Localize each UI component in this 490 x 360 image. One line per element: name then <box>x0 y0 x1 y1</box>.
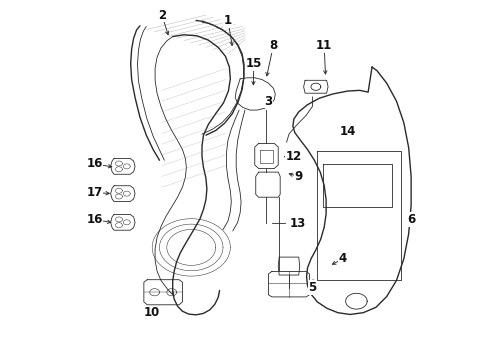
Text: 1: 1 <box>224 14 232 27</box>
Text: 8: 8 <box>269 39 277 52</box>
Text: 7: 7 <box>289 216 297 230</box>
Text: 5: 5 <box>308 281 317 294</box>
Text: 12: 12 <box>286 150 302 163</box>
Text: 14: 14 <box>340 125 356 138</box>
Text: 15: 15 <box>245 57 262 70</box>
Text: 11: 11 <box>316 39 332 52</box>
Text: 4: 4 <box>339 252 347 265</box>
Text: 9: 9 <box>294 170 303 183</box>
Text: 16: 16 <box>86 213 103 226</box>
Text: 2: 2 <box>158 9 166 22</box>
Text: 17: 17 <box>86 186 102 199</box>
Text: 16: 16 <box>86 157 103 170</box>
Text: 10: 10 <box>144 306 160 319</box>
Text: 13: 13 <box>290 216 306 230</box>
Text: 6: 6 <box>407 213 415 226</box>
Text: 3: 3 <box>265 95 272 108</box>
